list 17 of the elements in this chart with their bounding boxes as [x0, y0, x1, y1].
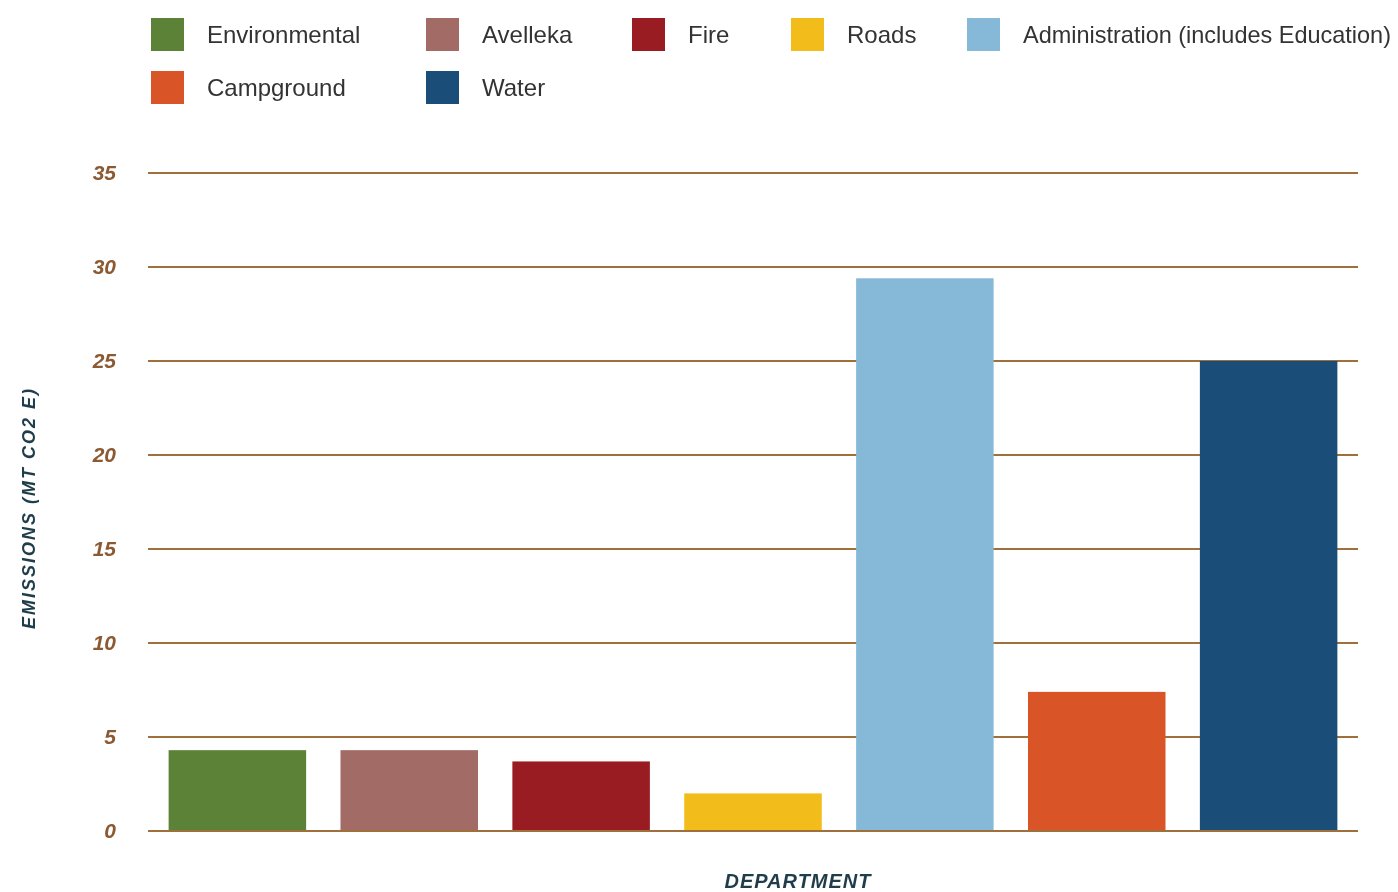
- legend-label: Fire: [688, 21, 730, 49]
- legend-label: Water: [482, 74, 546, 102]
- legend-label: Campground: [207, 74, 346, 102]
- legend-label: Environmental: [207, 21, 361, 49]
- y-tick-label: 10: [92, 631, 117, 655]
- y-tick-label: 15: [92, 537, 117, 561]
- legend-label: Administration (includes Education): [1023, 21, 1398, 49]
- y-tick-label: 5: [104, 725, 117, 749]
- x-axis-title: DEPARTMENT: [724, 870, 873, 892]
- legend-label: Roads: [847, 21, 917, 49]
- y-axis-title: EMISSIONS (MT CO2 E): [19, 386, 39, 630]
- y-tick-label: 25: [91, 349, 117, 373]
- y-tick-label: 35: [92, 161, 117, 185]
- y-tick-label: 0: [104, 819, 117, 843]
- y-tick-label: 20: [91, 443, 117, 467]
- legend-label: Avelleka: [482, 21, 573, 49]
- y-tick-label: 30: [92, 255, 117, 279]
